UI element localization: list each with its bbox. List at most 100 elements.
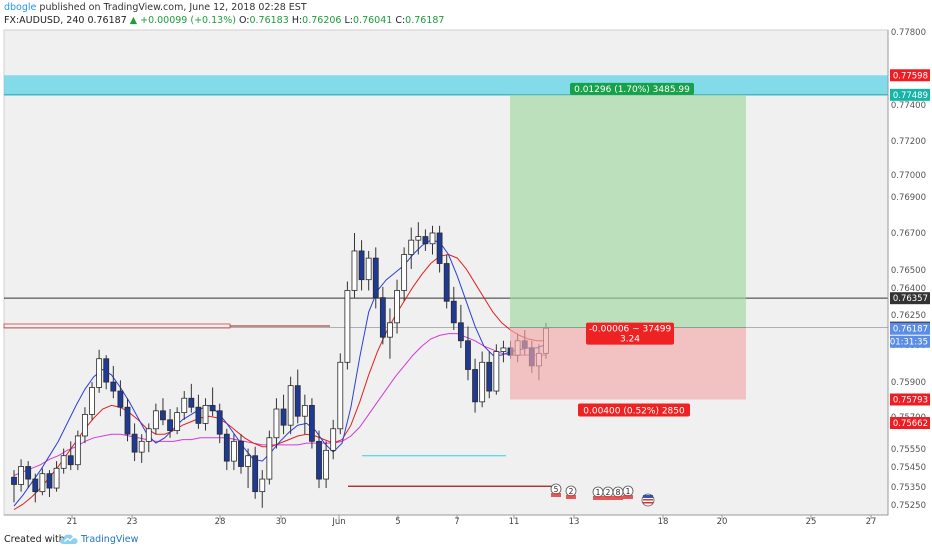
event-marker: 8 xyxy=(612,486,624,500)
low-label: L: xyxy=(344,15,354,26)
center-label-2: 3.24 xyxy=(620,335,640,345)
candle xyxy=(131,423,138,462)
candle-up xyxy=(60,455,67,469)
event-marker-flag xyxy=(566,495,576,499)
candle-up xyxy=(259,478,266,493)
candle-up xyxy=(387,322,393,338)
candle xyxy=(167,409,173,438)
candle-down xyxy=(238,440,244,467)
candle-down xyxy=(280,408,287,426)
price-axis-label-bg xyxy=(890,335,930,348)
candle xyxy=(223,428,230,471)
candle xyxy=(351,232,358,298)
x-tick-label: 27 xyxy=(866,517,877,527)
high-value: 0.76206 xyxy=(302,15,342,26)
candle xyxy=(259,470,266,508)
candle-up xyxy=(394,290,400,324)
candle-up xyxy=(202,405,209,424)
y-tick-label: 0.75900 xyxy=(891,378,926,388)
x-tick-label: 5 xyxy=(395,517,400,527)
event-marker-number: 1 xyxy=(626,487,631,496)
event-marker-flag xyxy=(603,496,613,500)
candle xyxy=(67,441,74,471)
candle-up xyxy=(415,236,422,241)
price-axis-label-text: 0.77489 xyxy=(893,91,928,101)
candle xyxy=(436,225,443,273)
event-marker: 5 xyxy=(550,483,562,497)
price-chart[interactable]: 0.01296 (1.70%) 3485.99-0.00006 ~ 374993… xyxy=(0,0,932,528)
candle xyxy=(11,470,17,503)
candle xyxy=(174,407,181,435)
candle-down xyxy=(188,397,195,408)
x-tick-label: 25 xyxy=(806,517,817,527)
close-label: C: xyxy=(395,15,406,26)
us-flag-icon xyxy=(641,493,655,507)
footer: Created with TradingView xyxy=(0,528,932,550)
event-marker-flag xyxy=(551,493,561,497)
candle xyxy=(323,441,330,489)
x-tick-label: 7 xyxy=(454,517,459,527)
ema-fast-line xyxy=(13,239,547,507)
x-tick-label: 20 xyxy=(717,517,728,527)
candle-up xyxy=(479,361,486,403)
candle xyxy=(344,281,351,370)
price-axis-label-bg xyxy=(890,393,930,406)
candle xyxy=(422,229,429,251)
us-flag-blue xyxy=(643,495,653,498)
candle-up xyxy=(301,405,308,417)
published-text: published on TradingView.com, June 12, 2… xyxy=(39,2,307,13)
candle xyxy=(337,353,344,435)
candle xyxy=(188,383,195,413)
price-axis-label-bg xyxy=(890,417,930,430)
price-axis-label: 0.75793 xyxy=(890,393,930,406)
candle-up xyxy=(245,455,251,467)
author-link[interactable]: dbogle xyxy=(4,2,37,13)
candle xyxy=(358,240,365,291)
price-axis-label-bg xyxy=(890,322,930,335)
x-tick-label: 30 xyxy=(276,517,287,527)
price-axis-label-text: 01:31:35 xyxy=(890,338,928,348)
candle-down xyxy=(379,297,386,338)
candle xyxy=(202,398,209,431)
last-price: 0.76187 xyxy=(87,15,127,26)
event-marker-number: 1 xyxy=(596,488,601,497)
x-tick-label: 13 xyxy=(569,517,580,527)
candle-down xyxy=(486,361,493,392)
candle xyxy=(450,286,457,330)
candle-down xyxy=(465,340,471,370)
candle-down xyxy=(110,381,117,392)
tradingview-brand[interactable]: TradingView xyxy=(81,534,139,545)
candle-down xyxy=(457,322,464,342)
candle xyxy=(415,222,422,255)
candle-down xyxy=(450,300,457,324)
open-value: 0.76183 xyxy=(249,15,289,26)
us-flag-stripe xyxy=(643,502,653,504)
y-tick-label: 0.75350 xyxy=(891,483,926,493)
candle xyxy=(429,225,436,255)
candle xyxy=(316,430,322,489)
symbol-name: FX:AUDUSD, 240 xyxy=(4,15,85,26)
tradingview-cloud-icon xyxy=(60,534,78,544)
candle xyxy=(486,351,493,399)
price-axis-label: 0.76187 xyxy=(890,322,930,335)
candle-down xyxy=(472,369,478,403)
candle xyxy=(18,459,24,492)
candle-down xyxy=(11,476,17,485)
candle-down xyxy=(422,236,429,245)
candle-up xyxy=(330,428,337,451)
candle-up xyxy=(337,361,344,430)
target-label-bg xyxy=(570,82,694,95)
candle xyxy=(152,403,159,435)
candle-up xyxy=(273,408,280,439)
resistance-zone xyxy=(4,75,888,95)
candle-up xyxy=(18,466,24,485)
event-marker-flag xyxy=(613,496,623,500)
candle xyxy=(145,423,152,453)
price-axis-label: 0.75662 xyxy=(890,417,930,430)
candle-down xyxy=(309,405,315,442)
candle-down xyxy=(117,390,124,408)
candle-up xyxy=(53,467,60,489)
y-tick-label: 0.76250 xyxy=(891,311,926,321)
candle xyxy=(89,382,95,420)
event-marker-number: 2 xyxy=(606,488,611,497)
